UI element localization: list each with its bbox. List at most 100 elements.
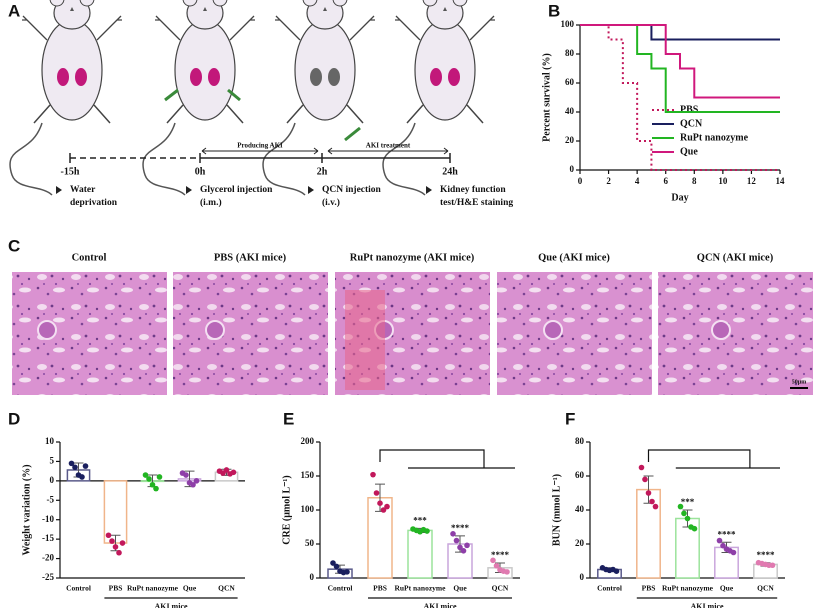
x-tick-label: QCN — [492, 584, 509, 593]
y-tick-label: -20 — [42, 553, 54, 563]
significance: **** — [451, 523, 470, 533]
data-point — [82, 463, 89, 469]
y-tick-label: -10 — [42, 514, 54, 524]
phase-arrows — [201, 147, 449, 155]
glomerulus — [711, 320, 731, 340]
group-label: AKI mice — [423, 602, 457, 608]
damaged-kidneys — [310, 68, 340, 86]
y-tick-label: 100 — [561, 19, 575, 29]
data-point — [105, 532, 112, 539]
data-point — [380, 507, 387, 513]
scale-label: 50μm — [792, 379, 806, 385]
x-tick-label: RuPt nanozyme — [662, 584, 714, 593]
survival-line — [580, 24, 780, 99]
panel-label: F — [565, 409, 575, 428]
image-title: PBS (AKI mice) — [214, 252, 287, 263]
glomerulus — [37, 320, 57, 340]
histology-image — [173, 272, 328, 395]
y-tick-label: 10 — [45, 436, 55, 446]
step-label: Kidney function test/H&E staining — [440, 185, 513, 208]
data-point — [457, 544, 463, 551]
data-point — [109, 538, 115, 544]
x-tick-label: 6 — [663, 176, 668, 186]
y-tick-label: 150 — [301, 470, 315, 480]
legend-label: Que — [680, 146, 698, 157]
panel-label: B — [548, 1, 560, 20]
data-point — [119, 540, 126, 546]
time-label: 24h — [442, 166, 458, 177]
data-point — [149, 481, 156, 488]
y-tick-label: 80 — [565, 48, 575, 58]
y-tick-label: 40 — [565, 106, 575, 116]
y-tick-label: 0 — [310, 572, 315, 582]
bullet — [426, 186, 432, 194]
data-point — [116, 549, 122, 556]
y-tick-label: -5 — [47, 494, 55, 504]
time-label: 2h — [317, 166, 328, 177]
y-tick-label: 20 — [565, 135, 575, 145]
x-tick-label: PBS — [373, 584, 387, 593]
significance: **** — [718, 529, 737, 539]
data-point — [193, 478, 200, 484]
x-tick-label: Que — [453, 584, 467, 593]
data-point — [384, 503, 390, 510]
data-point — [373, 490, 380, 496]
x-tick-label: PBS — [109, 584, 123, 593]
y-tick-label: -15 — [42, 533, 54, 543]
image-title: QCN (AKI mice) — [697, 252, 774, 263]
x-tick-label: 10 — [718, 176, 728, 186]
data-point — [153, 485, 159, 492]
data-point — [330, 560, 336, 566]
image-title: RuPt nanozyme (AKI mice) — [350, 252, 475, 263]
kidneys — [57, 68, 460, 86]
panel-label: C — [8, 236, 20, 255]
step-label: QCN injection (i.v.) — [322, 185, 382, 208]
bullet — [308, 186, 314, 194]
x-axis-label: Day — [671, 192, 688, 203]
phase-label: AKI treatment — [366, 142, 411, 150]
y-tick-label: 0 — [50, 475, 55, 485]
x-tick-label: QCN — [757, 584, 774, 593]
data-point — [142, 472, 149, 478]
data-point — [230, 469, 237, 476]
histology-image — [12, 272, 167, 395]
x-tick-label: Que — [183, 584, 197, 593]
y-tick-label: -25 — [42, 572, 54, 582]
data-point — [344, 569, 350, 575]
data-point — [638, 464, 645, 471]
histology-image — [497, 272, 652, 395]
data-point — [642, 476, 648, 483]
data-point — [377, 500, 383, 507]
panel-label: A — [8, 1, 20, 20]
panel-label: E — [283, 409, 294, 428]
bar — [407, 529, 433, 579]
image-title: Control — [72, 252, 107, 263]
y-tick-label: 0 — [570, 164, 575, 174]
y-axis-label: CRE (μmol L⁻¹) — [281, 475, 292, 545]
data-point — [72, 464, 78, 471]
step-label: Water deprivation — [70, 185, 118, 208]
legend-label: RuPt nanozyme — [680, 132, 749, 143]
x-tick-label: Control — [66, 584, 91, 593]
step-label: Glycerol injection (i.m.) — [200, 185, 273, 208]
x-tick-label: 8 — [692, 176, 697, 186]
y-tick-label: 5 — [50, 455, 55, 465]
glomerulus — [543, 320, 563, 340]
data-point — [645, 490, 652, 496]
x-tick-label: RuPt nanozyme — [127, 584, 179, 593]
y-axis-label: Weight variation (%) — [21, 464, 32, 555]
x-tick-label: Control — [597, 584, 622, 593]
data-point — [716, 537, 723, 544]
damage — [345, 290, 385, 390]
data-point — [490, 557, 496, 564]
legend-label: QCN — [680, 118, 703, 129]
data-point — [684, 515, 691, 522]
x-tick-label: QCN — [218, 584, 235, 593]
data-point — [769, 562, 776, 569]
data-point — [493, 562, 500, 569]
x-tick-label: RuPt nanozyme — [394, 584, 446, 593]
y-axis-label: Percent survival (%) — [541, 53, 552, 142]
y-tick-label: 60 — [575, 470, 585, 480]
data-point — [677, 503, 684, 510]
data-point — [450, 531, 456, 537]
